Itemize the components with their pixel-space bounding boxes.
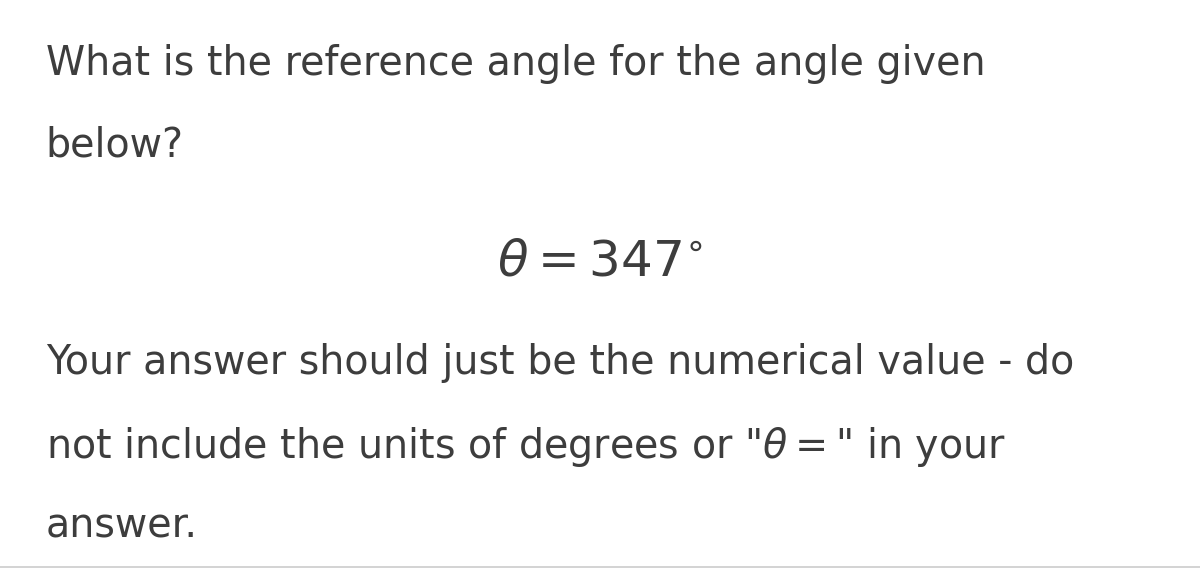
Text: not include the units of degrees or "$\theta =$" in your: not include the units of degrees or "$\t… <box>46 425 1006 469</box>
Text: answer.: answer. <box>46 507 198 547</box>
Text: below?: below? <box>46 126 184 166</box>
Text: Your answer should just be the numerical value - do: Your answer should just be the numerical… <box>46 343 1074 383</box>
Text: $\theta = 347^{\circ}$: $\theta = 347^{\circ}$ <box>497 237 703 287</box>
Text: What is the reference angle for the angle given: What is the reference angle for the angl… <box>46 44 985 84</box>
